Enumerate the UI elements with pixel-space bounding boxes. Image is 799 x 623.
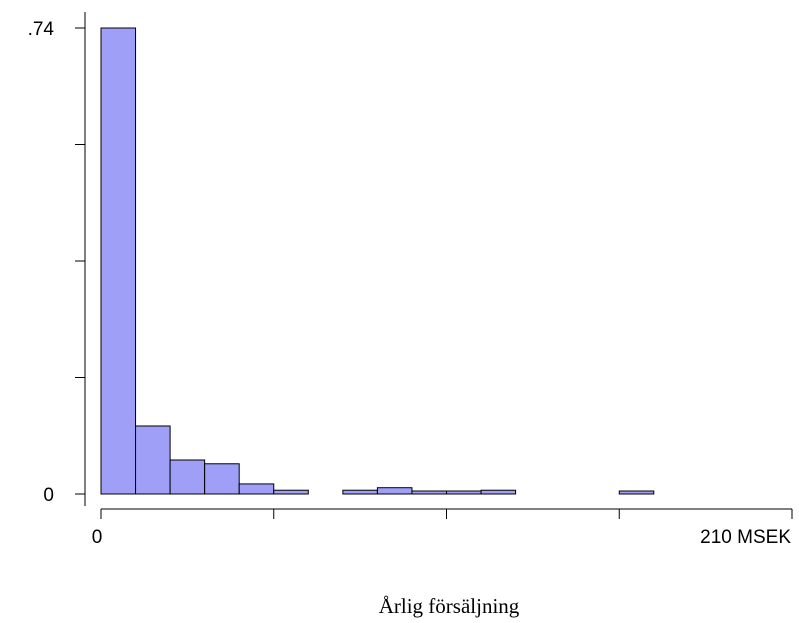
histogram-bar: [411, 490, 448, 495]
histogram-bar: [238, 483, 275, 495]
y-tick-label: 0: [43, 485, 54, 506]
histogram-bar: [446, 490, 482, 495]
x-tick-label: 210 MSEK: [700, 527, 791, 548]
histogram-bar: [480, 489, 517, 495]
y-tick-label: .74: [28, 19, 55, 40]
x-tick-label: 0: [92, 527, 103, 548]
histogram-bar: [342, 489, 378, 495]
histogram-bar: [135, 425, 171, 495]
x-axis-title: Årlig försäljning: [379, 594, 520, 618]
x-ticks-group: 0 210 MSEK: [92, 509, 793, 548]
histogram-bar: [100, 27, 137, 495]
histogram-bar: [618, 490, 655, 495]
bars-group: [100, 27, 655, 495]
histogram-bar: [273, 489, 309, 495]
histogram-bar: [169, 459, 206, 495]
y-ticks-group: 0.74: [28, 19, 85, 506]
histogram-bar: [376, 487, 413, 495]
histogram-bar: [204, 463, 240, 495]
